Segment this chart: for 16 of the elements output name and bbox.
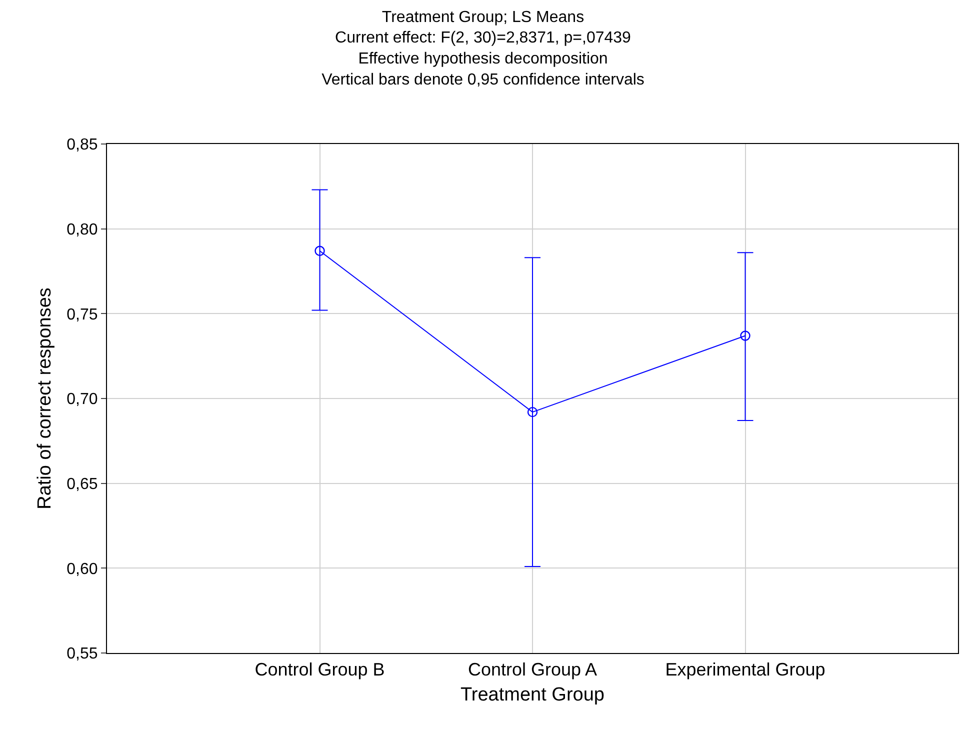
y-tick-label: 0,60 [66, 560, 98, 578]
y-tick-label: 0,85 [66, 136, 98, 154]
x-tick-label: Experimental Group [665, 660, 826, 680]
x-tick-label: Control Group B [254, 660, 385, 680]
y-tick-label: 0,55 [66, 646, 98, 663]
point [527, 406, 538, 418]
point [740, 330, 750, 341]
y-tick-label: 0,75 [66, 306, 98, 324]
point [314, 246, 325, 256]
chart-title: Treatment Group; LS Means Current effect: F(2, 30)=2,8371, p=,07439 Effective hypothesis decomposition Vertical bars denote 0,95 confidence intervals [322, 8, 644, 88]
x-axis-title: Treatment Group [460, 684, 604, 706]
y-tick-label: 0,70 [66, 391, 98, 408]
x-tick-label: Control Group A [468, 660, 598, 680]
y-axis-title: Ratio of correct responses [34, 288, 56, 510]
y-tick-label: 0,65 [66, 476, 98, 493]
y-tick-label: 0,80 [66, 221, 98, 238]
